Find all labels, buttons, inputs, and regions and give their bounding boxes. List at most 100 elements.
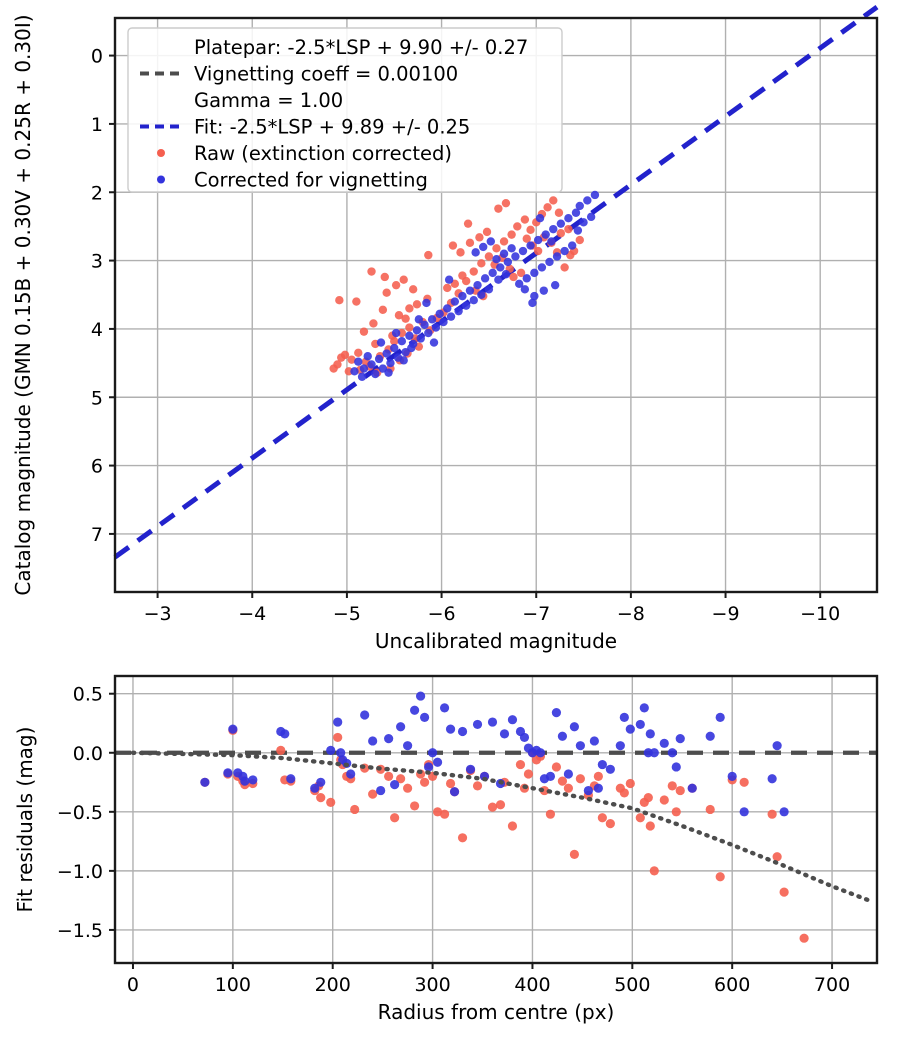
bottom-x-axis-label: Radius from centre (px) [378,1000,615,1024]
data-point [354,348,363,358]
data-point [571,208,581,217]
data-point [367,267,376,276]
data-point [450,297,460,306]
data-point [435,309,444,319]
data-point [533,235,543,245]
data-point [522,274,531,283]
data-point [354,357,363,366]
x-tick-label: 0 [127,974,139,996]
data-point [465,764,476,774]
data-point [551,708,562,718]
data-point [359,327,369,336]
data-point [619,712,629,722]
data-point [539,286,549,295]
data-point [431,323,441,332]
data-point [659,795,669,805]
top-axes-frame [113,16,879,594]
data-point [487,802,498,812]
data-point [564,214,573,223]
data-point [619,788,629,798]
legend-box [127,27,563,193]
x-tick-label: 200 [315,974,351,996]
bottom-series-corrected [200,691,789,817]
x-tick-label: −3 [144,603,172,625]
data-point [799,933,809,943]
data-point [403,741,413,751]
data-point [528,298,537,308]
y-tick-label: −1.0 [57,861,103,883]
data-point [501,198,511,208]
data-point [649,866,659,876]
data-point [360,710,370,720]
data-point [526,241,535,250]
data-point [457,726,468,737]
data-point [514,279,524,289]
data-point [518,246,528,256]
data-point [337,353,346,362]
data-point [432,757,443,767]
data-point [523,769,534,779]
data-point [407,343,416,353]
data-point [415,691,426,701]
data-point [479,242,488,252]
data-point [535,748,546,758]
data-point [386,358,395,368]
data-point [382,288,391,297]
data-point [439,317,448,327]
y-tick-label: 5 [91,387,103,409]
data-point [463,219,473,228]
data-point [390,813,400,823]
data-point [357,372,367,381]
data-point [549,224,558,234]
data-point [625,778,635,789]
data-point [671,762,681,772]
data-point [496,263,505,272]
data-point [420,320,429,330]
data-point [575,201,584,211]
legend-entry-label: Platepar: -2.5*LSP + 9.90 +/- 0.27 [194,36,528,59]
data-point [384,733,394,744]
data-point [499,237,509,246]
data-point [461,301,471,310]
y-tick-label: 2 [91,182,103,204]
data-point [526,225,535,235]
data-point [335,296,344,305]
data-point [401,314,410,323]
data-point [480,274,490,283]
data-point [568,241,577,250]
legend-marker-dot-blue [157,175,165,184]
data-point [667,781,677,791]
data-point [520,215,530,224]
data-point [772,741,782,751]
data-point [511,252,520,261]
data-point [675,733,685,744]
data-point [424,328,433,338]
data-point [494,204,503,213]
legend-entry-label: Vignetting coeff = 0.00100 [194,63,458,86]
data-point [333,717,343,727]
data-point [471,248,480,257]
data-point [533,246,543,256]
data-point [469,267,478,276]
data-point [507,821,518,831]
data-point [484,285,494,294]
data-point [397,337,407,346]
data-point [457,833,468,843]
data-point [390,343,399,353]
data-point [347,355,356,364]
data-point [545,257,554,267]
data-point [286,774,296,784]
y-tick-label: 0.5 [73,684,103,706]
data-point [477,259,486,268]
data-point [458,271,467,280]
data-point [396,722,406,732]
data-point [445,778,456,789]
y-tick-label: 0.0 [73,743,103,765]
data-point [575,774,585,784]
data-point [557,776,568,786]
data-point [575,741,585,751]
data-point [446,312,456,321]
top-y-axis-label: Catalog magnitude (GMN 0.15B + 0.30V + 0… [11,14,35,595]
data-point [350,367,359,376]
data-point [368,789,378,799]
